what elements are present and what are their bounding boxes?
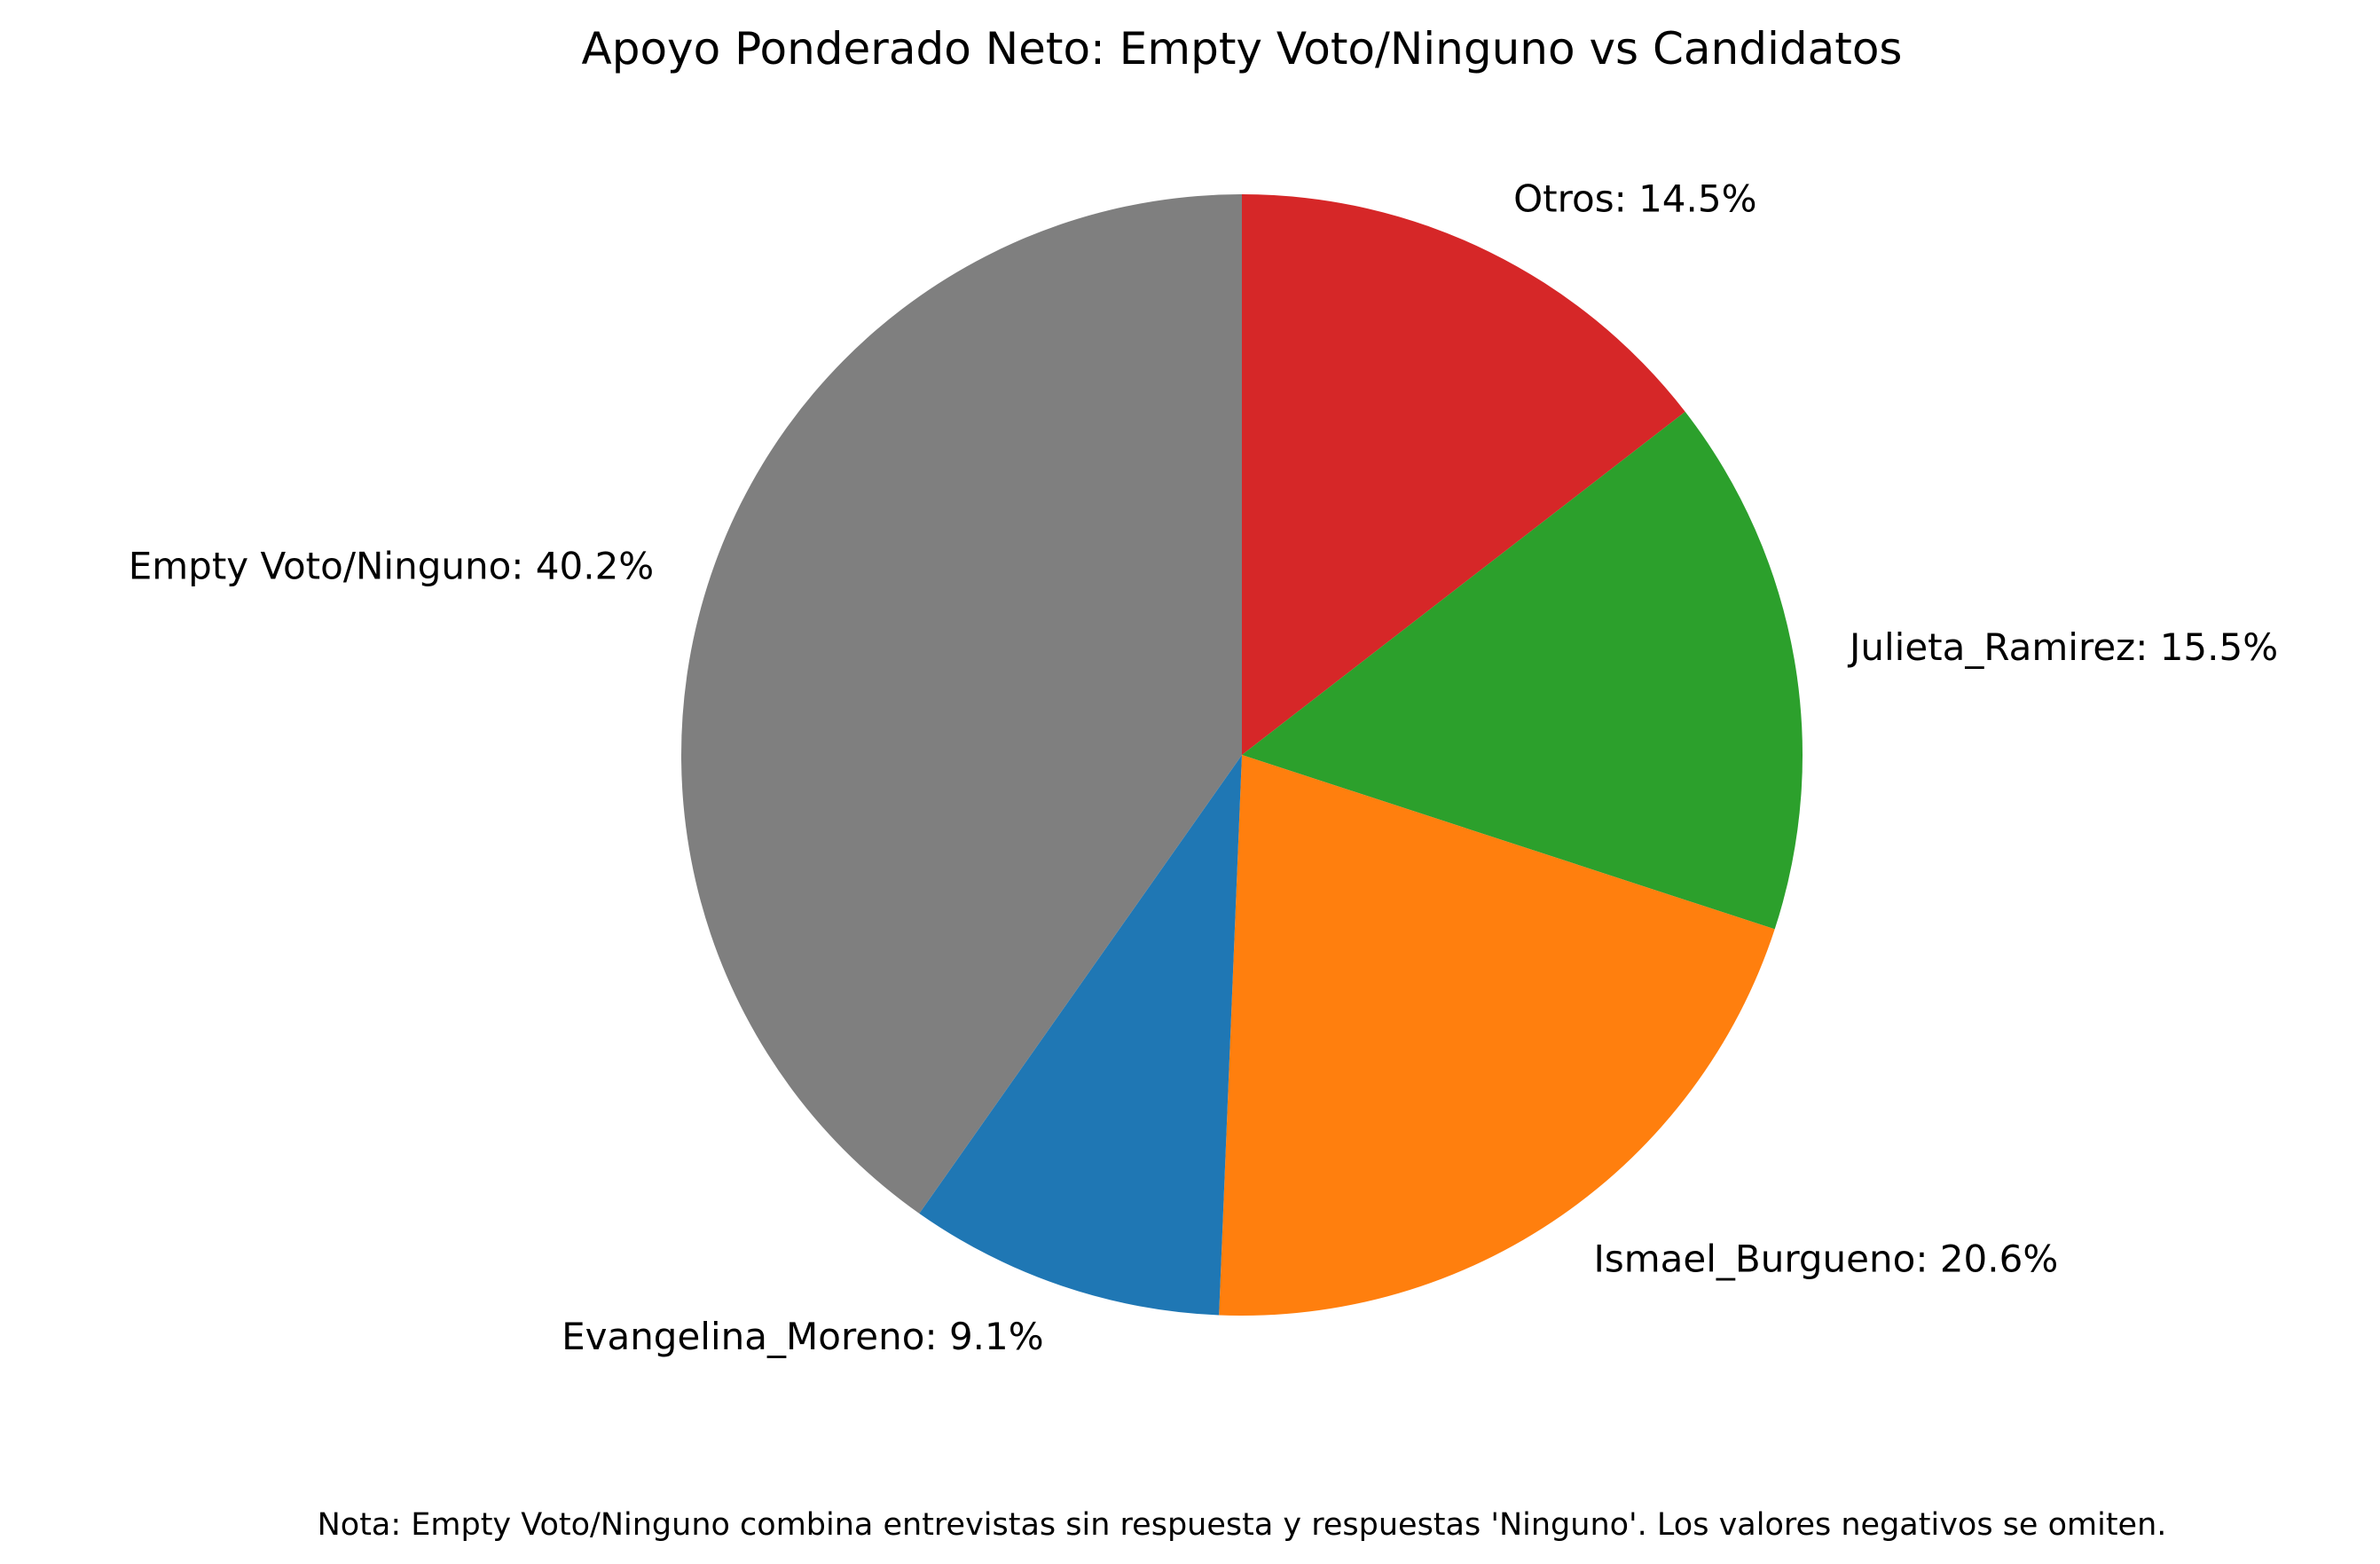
pie-slice-otros [1242, 194, 1685, 755]
chart-title: Apoyo Ponderado Neto: Empty Voto/Ninguno… [582, 23, 1903, 75]
slice-label-julieta-ramirez: Julieta_Ramirez: 15.5% [1847, 625, 2278, 669]
pie-slice-ismael-burgueno [1219, 755, 1775, 1316]
pie-slices [681, 194, 1803, 1316]
pie-slice-evangelina-moreno [919, 755, 1242, 1316]
slice-label-otros: Otros: 14.5% [1513, 177, 1756, 220]
pie-slice-julieta-ramirez [1242, 412, 1803, 930]
slice-labels: Otros: 14.5% Julieta_Ramirez: 15.5% Ismael… [129, 177, 2278, 1358]
chart-footnote: Nota: Empty Voto/Ninguno combina entrevi… [318, 1507, 2167, 1543]
slice-label-ismael-burgueno: Ismael_Burgueno: 20.6% [1594, 1238, 2059, 1281]
pie-slice-empty-voto-ninguno [681, 194, 1242, 1214]
slice-label-evangelina-moreno: Evangelina_Moreno: 9.1% [562, 1315, 1044, 1358]
slice-label-empty-voto-ninguno: Empty Voto/Ninguno: 40.2% [129, 545, 655, 588]
